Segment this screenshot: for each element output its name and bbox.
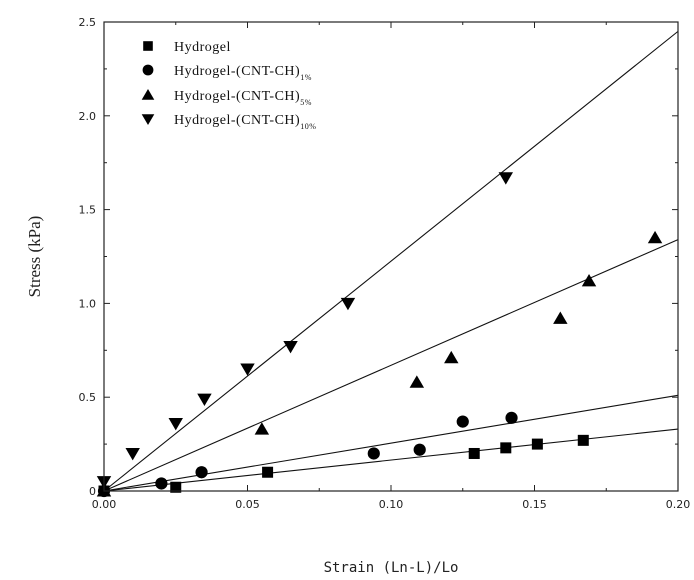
data-point-series-2 (367, 447, 380, 460)
fit-line-series-2 (103, 394, 679, 492)
plot-frame (103, 21, 679, 492)
y-tick-label: 1.5 (79, 204, 97, 217)
legend-subscript-3: 5% (300, 98, 312, 107)
legend-label-3: Hydrogel-(CNT-CH)5% (174, 89, 312, 107)
data-point-series-3 (647, 230, 663, 244)
data-point-series-1 (262, 466, 274, 478)
fit-line-series-4 (103, 30, 679, 492)
x-tick-label: 0.10 (379, 498, 404, 511)
data-point-series-3 (581, 274, 597, 287)
fit-line-series-1 (103, 428, 679, 492)
data-point-series-4 (197, 393, 212, 406)
data-point-series-3 (254, 422, 270, 435)
data-point-series-4 (498, 172, 514, 185)
data-point-series-4 (240, 363, 255, 376)
data-point-series-4 (340, 297, 356, 311)
fit-line-series-3 (103, 239, 679, 492)
y-tick-label: 0.5 (79, 391, 97, 404)
tick-labels: 0.00 0.05 0.10 0.15 0.20 0 0.5 1.0 1.5 2.0 2.5 (79, 16, 691, 511)
y-tick-label: 0 (89, 485, 96, 498)
legend: Hydrogel Hydrogel-(CNT-CH)1% Hydrogel-(CNT… (141, 40, 316, 131)
legend-marker-2 (142, 64, 154, 76)
legend-marker-1 (143, 41, 153, 51)
data-point-series-4 (125, 447, 140, 461)
data-point-series-3 (553, 311, 568, 324)
data-point-series-4 (283, 341, 298, 354)
data-point-series-1 (170, 481, 182, 493)
data-point-series-3 (409, 375, 425, 388)
x-tick-label: 0.05 (235, 498, 260, 511)
legend-subscript-4: 10% (300, 122, 316, 131)
data-point-series-2 (413, 443, 426, 456)
data-point-series-2 (505, 411, 518, 424)
legend-marker-3 (141, 89, 155, 100)
data-markers (96, 172, 663, 498)
x-tick-label: 0.00 (92, 498, 117, 511)
y-axis-title: Stress (kPa) (25, 216, 44, 298)
data-point-series-2 (195, 466, 208, 479)
legend-label-1: Hydrogel (174, 40, 231, 55)
legend-label-4: Hydrogel-(CNT-CH)10% (174, 113, 316, 131)
x-axis-title: Strain (Ln-L)/Lo (324, 560, 459, 576)
data-point-series-1 (500, 442, 512, 454)
y-tick-label: 1.0 (79, 297, 97, 310)
x-tick-label: 0.15 (522, 498, 547, 511)
data-point-series-2 (155, 477, 168, 490)
y-tick-label: 2.5 (79, 16, 97, 29)
data-point-series-2 (456, 415, 469, 428)
data-point-series-1 (531, 438, 543, 450)
x-tick-label: 0.20 (666, 498, 691, 511)
data-point-series-1 (468, 447, 480, 459)
data-point-series-4 (168, 417, 183, 431)
data-point-series-3 (444, 350, 459, 364)
y-tick-label: 2.0 (79, 110, 97, 123)
legend-label-2: Hydrogel-(CNT-CH)1% (174, 64, 312, 82)
legend-marker-4 (141, 114, 155, 125)
legend-subscript-2: 1% (300, 73, 312, 82)
data-point-series-1 (577, 434, 589, 446)
